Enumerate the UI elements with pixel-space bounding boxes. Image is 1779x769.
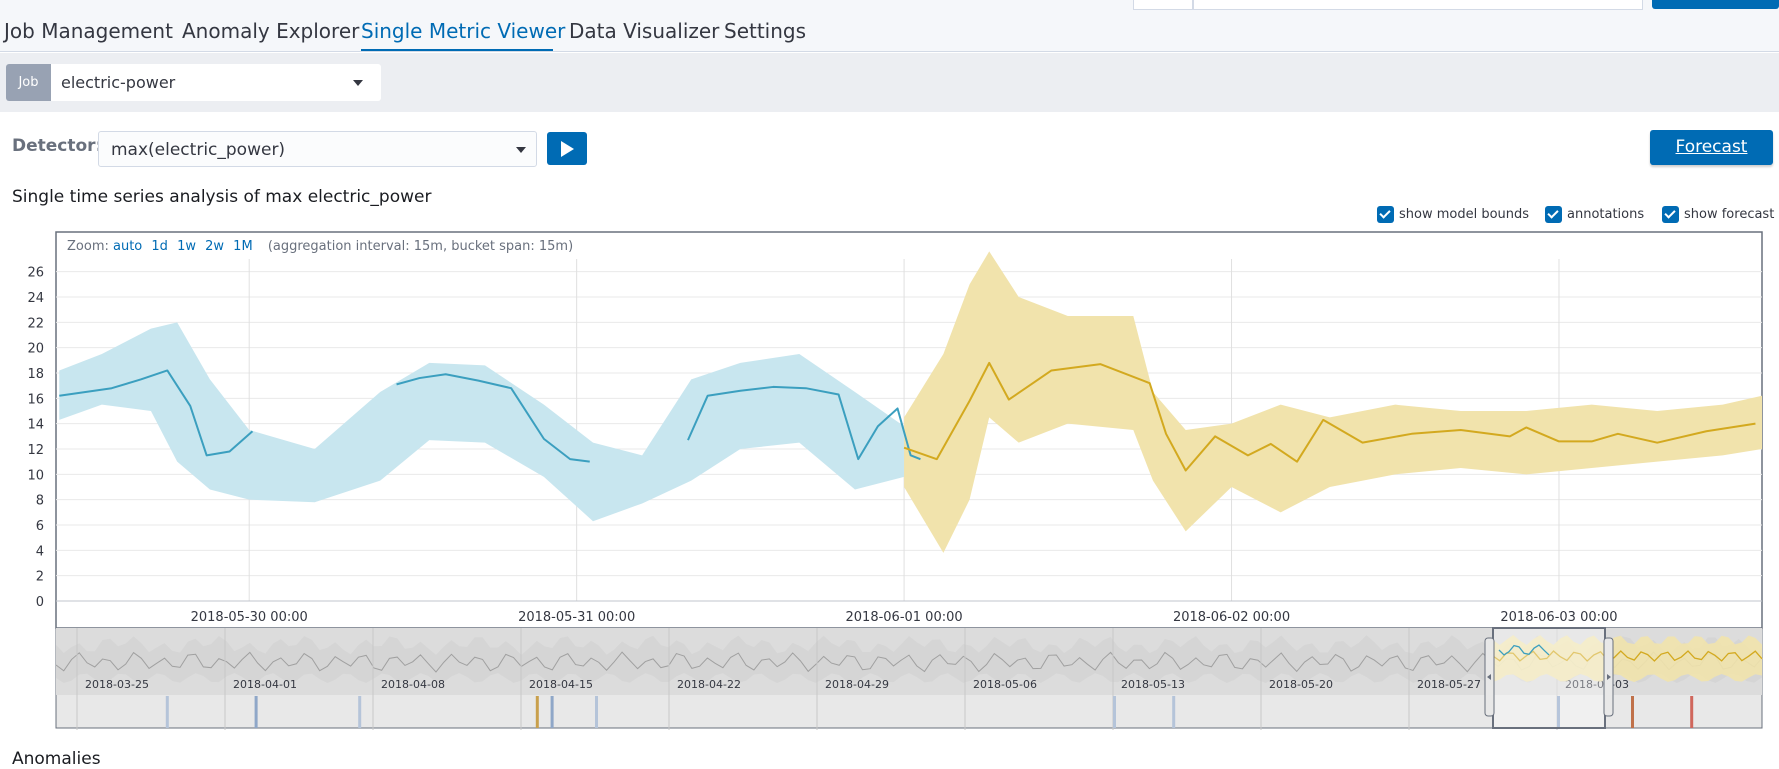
context-x-tick-label: 2018-05-20 bbox=[1269, 678, 1333, 691]
y-tick-label: 22 bbox=[27, 316, 44, 331]
chart-subtitle: Single time series analysis of max elect… bbox=[12, 187, 432, 207]
y-tick-label: 6 bbox=[36, 519, 44, 534]
y-tick-label: 26 bbox=[27, 266, 44, 281]
annotation-marker bbox=[550, 696, 554, 728]
detector-select[interactable]: max(electric_power) bbox=[98, 131, 537, 167]
annotation-marker bbox=[1113, 696, 1116, 728]
context-x-tick-label: 2018-04-15 bbox=[529, 678, 593, 691]
annotation-marker bbox=[595, 696, 598, 728]
actual-line bbox=[396, 373, 590, 463]
zoom-label: Zoom: bbox=[67, 239, 109, 254]
model-bounds-band bbox=[59, 322, 905, 522]
context-x-tick-label: 2018-05-13 bbox=[1121, 678, 1185, 691]
context-x-tick-label: 2018-04-29 bbox=[825, 678, 889, 691]
job-selector[interactable]: Job electric-power bbox=[6, 64, 381, 101]
y-tick-label: 24 bbox=[27, 291, 44, 306]
aggregation-interval: (aggregation interval: 15m, bucket span:… bbox=[267, 239, 574, 254]
play-icon bbox=[561, 141, 574, 157]
annotation-marker bbox=[165, 696, 169, 728]
x-tick-label: 2018-06-02 00:00 bbox=[1173, 610, 1290, 625]
time-quick-select[interactable] bbox=[1133, 0, 1193, 10]
y-tick-label: 2 bbox=[36, 570, 44, 585]
job-selection-bar: Job electric-power bbox=[0, 53, 1779, 112]
top-navigation: Job Management Anomaly Explorer Single M… bbox=[0, 0, 1779, 52]
forecast-button[interactable]: Forecast bbox=[1650, 130, 1773, 165]
x-tick-label: 2018-06-01 00:00 bbox=[846, 610, 963, 625]
context-bounds-band bbox=[56, 635, 1762, 683]
context-line bbox=[55, 651, 1763, 673]
y-tick-label: 10 bbox=[27, 468, 44, 483]
zoom-2w[interactable]: 2w bbox=[205, 239, 225, 254]
forecast-bounds-band bbox=[904, 251, 1762, 553]
chevron-down-icon bbox=[516, 147, 526, 153]
zoom-1d[interactable]: 1d bbox=[151, 239, 168, 254]
tab-settings[interactable]: Settings bbox=[724, 19, 807, 43]
chevron-left-icon bbox=[1487, 674, 1491, 680]
annotation-marker bbox=[1690, 696, 1694, 728]
show-model-bounds-label: show model bounds bbox=[1399, 207, 1530, 222]
zoom-auto[interactable]: auto bbox=[113, 239, 143, 254]
y-tick-label: 4 bbox=[36, 544, 44, 559]
show-forecast-label: show forecast bbox=[1684, 207, 1775, 222]
date-picker[interactable] bbox=[1193, 0, 1643, 10]
detector-label: Detector: bbox=[12, 136, 103, 156]
context-brush-selection bbox=[1492, 627, 1606, 729]
y-tick-label: 14 bbox=[27, 418, 44, 433]
chevron-right-icon bbox=[1607, 674, 1611, 680]
refresh-play-button[interactable] bbox=[547, 132, 587, 165]
x-tick-label: 2018-05-30 00:00 bbox=[191, 610, 308, 625]
annotation-marker bbox=[1172, 696, 1176, 728]
y-tick-label: 16 bbox=[27, 392, 44, 407]
tab-job-management[interactable]: Job Management bbox=[4, 19, 173, 43]
annotation-marker bbox=[358, 696, 362, 728]
context-forecast-line bbox=[1492, 650, 1763, 662]
forecast-line bbox=[903, 361, 1756, 472]
checkbox-checked-icon bbox=[1662, 206, 1679, 223]
detector-value: max(electric_power) bbox=[111, 140, 286, 160]
annotation-marker bbox=[1557, 696, 1560, 728]
y-tick-label: 0 bbox=[36, 595, 44, 610]
y-tick-label: 8 bbox=[36, 494, 44, 509]
x-tick-label: 2018-05-31 00:00 bbox=[518, 610, 635, 625]
zoom-bar: Zoom: auto 1d 1w 2w 1M (aggregation inte… bbox=[67, 239, 573, 254]
chevron-down-icon bbox=[353, 80, 363, 86]
show-forecast-checkbox[interactable]: show forecast bbox=[1662, 206, 1774, 223]
actual-line bbox=[59, 369, 254, 457]
x-tick-label: 2018-06-03 00:00 bbox=[1500, 610, 1617, 625]
refresh-button[interactable] bbox=[1652, 0, 1779, 9]
checkbox-checked-icon bbox=[1545, 206, 1562, 223]
context-x-tick-label: 2018-05-27 bbox=[1417, 678, 1481, 691]
tab-data-visualizer[interactable]: Data Visualizer bbox=[569, 19, 720, 43]
annotations-label: annotations bbox=[1567, 207, 1645, 222]
annotation-marker bbox=[535, 696, 539, 728]
tab-single-metric-viewer[interactable]: Single Metric Viewer bbox=[361, 19, 566, 43]
y-tick-label: 12 bbox=[27, 443, 44, 458]
context-forecast-band bbox=[1493, 635, 1762, 682]
active-tab-indicator bbox=[361, 49, 553, 51]
annotations-checkbox[interactable]: annotations bbox=[1545, 206, 1644, 223]
tab-anomaly-explorer[interactable]: Anomaly Explorer bbox=[182, 19, 360, 43]
anomalies-heading: Anomalies bbox=[12, 749, 101, 769]
context-x-tick-label: 2018-03-25 bbox=[85, 678, 149, 691]
context-actual-line bbox=[1498, 644, 1550, 656]
context-x-tick-label: 2018-04-22 bbox=[677, 678, 741, 691]
job-prepend-label: Job bbox=[6, 64, 51, 101]
show-model-bounds-checkbox[interactable]: show model bounds bbox=[1377, 206, 1529, 223]
context-x-tick-label: 2018-05-06 bbox=[973, 678, 1037, 691]
context-x-tick-label: 2018-04-08 bbox=[381, 678, 445, 691]
y-tick-label: 18 bbox=[27, 367, 44, 382]
actual-line bbox=[687, 385, 921, 461]
job-selector-value: electric-power bbox=[61, 73, 176, 92]
annotation-marker bbox=[254, 696, 258, 728]
annotation-marker bbox=[1631, 696, 1634, 728]
checkbox-checked-icon bbox=[1377, 206, 1394, 223]
zoom-1w[interactable]: 1w bbox=[177, 239, 196, 254]
y-tick-label: 20 bbox=[27, 342, 44, 357]
context-x-tick-label: 2018-04-01 bbox=[233, 678, 297, 691]
zoom-1m[interactable]: 1M bbox=[233, 239, 253, 254]
